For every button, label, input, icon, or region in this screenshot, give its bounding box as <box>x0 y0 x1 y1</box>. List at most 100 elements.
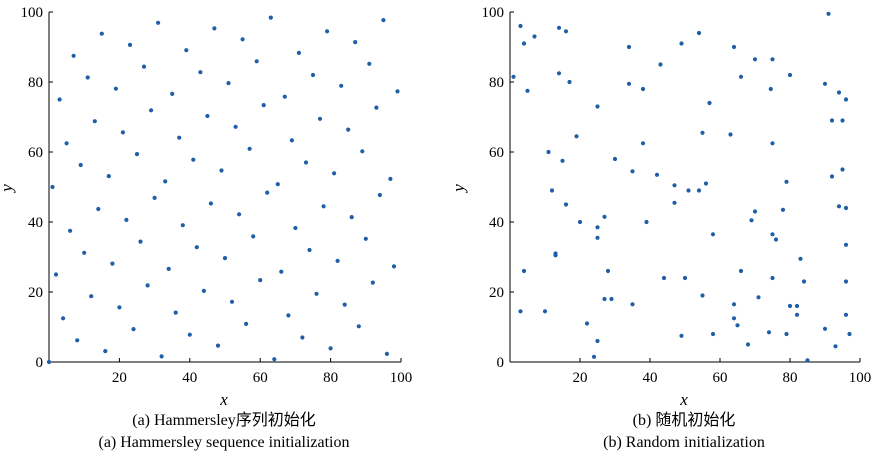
panel-b-point <box>595 235 600 240</box>
panel-a-point <box>124 217 129 222</box>
panel-b-point <box>679 333 684 338</box>
panel-b-point <box>644 219 649 225</box>
panel-a-point <box>53 272 59 277</box>
panel-b-point <box>843 205 849 211</box>
panel-a-point <box>391 264 397 269</box>
panel-a-point <box>96 206 101 212</box>
panel-b-point <box>609 296 614 302</box>
panel-a-x-tick-label: 40 <box>182 370 197 386</box>
panel-a-point <box>237 212 242 217</box>
panel-b-point <box>511 74 516 79</box>
panel-a-point <box>265 190 270 195</box>
panel-a-point <box>184 48 189 53</box>
panel-a-point <box>187 332 192 337</box>
panel-a-point <box>191 157 196 162</box>
panel-a-point <box>177 135 182 140</box>
panel-b-point <box>518 23 523 29</box>
panel-b-point <box>731 302 737 307</box>
panel-a-x-tick-label: 80 <box>323 370 338 386</box>
panel-a-point <box>367 61 372 66</box>
panel-b-point <box>770 232 775 237</box>
panel-a-point <box>335 258 340 263</box>
panel-b-caption-cn: (b) 随机初始化 <box>633 411 736 429</box>
panel-b-point <box>801 279 807 284</box>
panel-b-point <box>843 279 849 284</box>
panel-a-point <box>226 81 231 86</box>
panel-a-point <box>296 50 301 56</box>
panel-b-x-tick-label: 80 <box>783 370 798 386</box>
panel-a-point <box>99 31 104 36</box>
panel-b-point <box>749 218 754 223</box>
panel-a-point <box>342 302 347 307</box>
panel-b-point <box>794 303 800 309</box>
panel-a-point <box>314 291 319 296</box>
panel-a-point <box>152 195 157 200</box>
panel-a-point <box>159 354 164 359</box>
panel-a-point <box>64 141 69 146</box>
panel-a-point <box>117 305 122 310</box>
panel-b-point <box>798 256 803 261</box>
panel-b-point <box>518 309 523 314</box>
panel-b-x-tick-label: 20 <box>573 370 588 386</box>
panel-a-point <box>113 86 118 91</box>
panel-b-point <box>574 134 579 139</box>
panel-a-point <box>145 283 150 288</box>
panel-a-point <box>279 269 284 274</box>
panel-b-x-tick-label: 40 <box>643 370 658 386</box>
panel-a-point <box>254 59 259 64</box>
panel-b-point <box>833 344 838 349</box>
panel-b-x-tick-label: 100 <box>849 370 872 386</box>
panel-b-point <box>780 207 786 212</box>
panel-a-point <box>205 113 210 119</box>
panel-a-point <box>61 316 66 321</box>
panel-b-y-tick-label: 0 <box>497 355 505 371</box>
panel-b-point <box>549 188 555 193</box>
panel-b-y-tick-label: 80 <box>489 75 504 91</box>
panel-b-point <box>843 97 849 102</box>
panel-b-point <box>843 242 849 247</box>
panel-b-point <box>794 312 800 317</box>
panel-a-y-tick-label: 100 <box>21 5 44 21</box>
panel-b-point <box>661 275 667 281</box>
panel-b-point <box>525 88 530 93</box>
panel-b-point <box>532 34 537 39</box>
panel-b: y x (b) 随机初始化 (b) Random initialization … <box>449 5 871 451</box>
panel-b-point <box>605 268 611 274</box>
panel-a-point <box>134 152 140 157</box>
panel-a-point <box>251 234 256 239</box>
panel-a-xlabel: x <box>219 390 228 409</box>
panel-b-point <box>770 141 775 146</box>
panel-a-point <box>261 103 266 108</box>
panel-b-point <box>784 179 789 184</box>
panel-b-point <box>700 293 705 298</box>
panel-b-point <box>612 156 618 162</box>
panel-a-point <box>198 70 203 75</box>
panel-b-point <box>521 41 527 46</box>
panel-b-point <box>836 90 842 95</box>
panel-a-y-tick-label: 80 <box>28 75 43 91</box>
panel-a-point <box>321 204 326 209</box>
panel-a-point <box>131 327 136 332</box>
panel-a-point <box>170 91 175 96</box>
panel-b-point <box>553 253 558 258</box>
panel-b-point <box>686 188 691 193</box>
panel-a-point <box>370 280 375 285</box>
panel-b-x-tick-label: 60 <box>713 370 728 386</box>
panel-a-point <box>110 261 115 266</box>
panel-b-point <box>787 72 793 78</box>
panel-b-point <box>591 354 597 359</box>
panel-a-point <box>201 288 206 293</box>
panel-a-x-tick-label: 20 <box>112 370 127 386</box>
panel-b-point <box>521 268 527 274</box>
panel-b-point <box>563 29 569 34</box>
panel-b-point <box>710 232 716 237</box>
panel-a-point <box>229 299 235 304</box>
panel-b-point <box>847 331 852 337</box>
panel-b-point <box>840 167 845 172</box>
panel-b-point <box>703 181 709 186</box>
panel-b-point <box>710 331 716 337</box>
panel-a-point <box>258 278 263 283</box>
panel-a-point <box>222 256 228 261</box>
panel-b-point <box>626 81 632 86</box>
